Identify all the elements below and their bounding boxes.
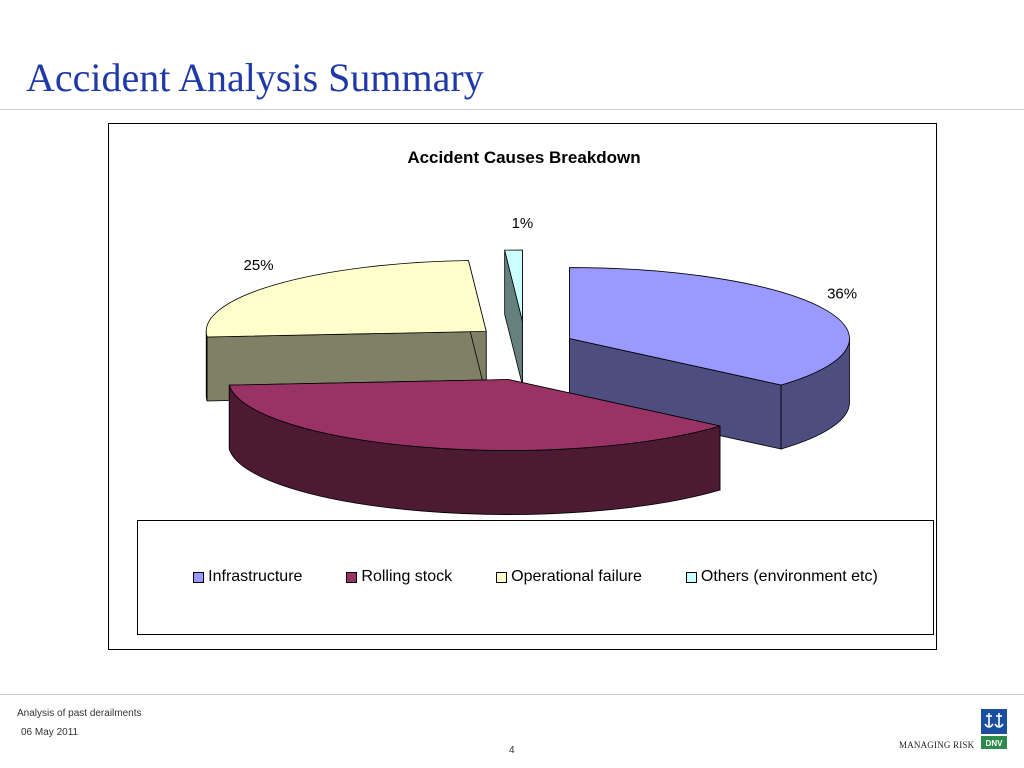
slice-data-label: 25% <box>244 257 274 274</box>
title-divider <box>0 109 1024 110</box>
pie-slice <box>504 249 523 386</box>
page-number: 4 <box>509 745 515 756</box>
footer-label: Analysis of past derailments <box>17 708 142 719</box>
legend-label: Infrastructure <box>208 568 303 585</box>
legend-swatch <box>346 571 358 583</box>
legend-item: Others (environment etc) <box>685 568 878 586</box>
brand-tagline: MANAGING RISK <box>899 740 975 750</box>
legend-label: Rolling stock <box>361 568 453 585</box>
chart-legend: Infrastructure Rolling stock Operational f… <box>137 520 934 635</box>
pie-slice <box>228 379 721 515</box>
slice-data-label: 36% <box>827 286 857 303</box>
legend-label: Others (environment etc) <box>700 568 878 585</box>
legend-swatch <box>496 571 508 583</box>
slide-title: Accident Analysis Summary <box>26 55 484 100</box>
footer-date: 06 May 2011 <box>21 727 79 738</box>
chart-title: Accident Causes Breakdown <box>407 148 640 167</box>
pie-chart: Accident Causes Breakdown 36%37%25%1% <box>205 148 857 515</box>
footer-divider <box>0 694 1024 695</box>
legend-swatch <box>193 571 205 583</box>
legend-item: Rolling stock <box>346 568 452 586</box>
dnv-logo-icon: DNV <box>981 709 1007 749</box>
svg-text:DNV: DNV <box>986 739 1004 748</box>
legend-swatch <box>685 571 697 583</box>
legend-item: Infrastructure <box>193 568 302 586</box>
pie-slice <box>205 260 487 402</box>
pie-slice <box>569 267 850 450</box>
legend-item: Operational failure <box>496 568 642 586</box>
chart-area: Accident Causes Breakdown 36%37%25%1% In… <box>108 123 937 650</box>
slice-data-label: 1% <box>512 215 534 232</box>
legend-label: Operational failure <box>511 568 642 585</box>
